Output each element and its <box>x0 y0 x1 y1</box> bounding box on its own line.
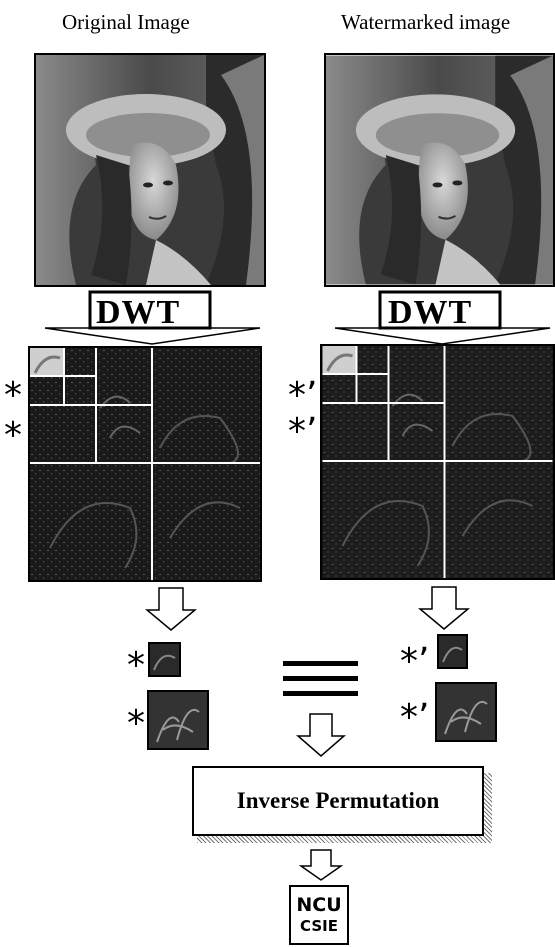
dwt-decomposition-watermarked <box>320 344 555 580</box>
subband-watermarked-small <box>437 634 468 669</box>
down-arrow-left <box>144 586 198 637</box>
star-prime-subband-1: *’ <box>400 641 430 682</box>
down-arrow-right <box>417 585 471 636</box>
equivalence-line-1 <box>283 661 358 666</box>
dwt-label-right: DWT <box>388 294 473 331</box>
subband-watermarked-large <box>435 682 497 742</box>
watermarked-image <box>324 53 555 287</box>
dwt-decomposition-original <box>28 346 262 582</box>
star-subband-2: * <box>127 703 145 744</box>
down-arrow-bottom <box>298 848 344 887</box>
watermarked-image-title: Watermarked image <box>341 10 511 34</box>
equivalence-line-3 <box>283 691 358 696</box>
star-subband-1: * <box>127 645 145 686</box>
dwt-arrow-left <box>40 290 265 346</box>
star-marker-1: * <box>4 375 22 416</box>
subband-original-small <box>148 642 181 677</box>
star-prime-subband-2: *’ <box>400 697 430 738</box>
star-marker-2: * <box>4 415 22 456</box>
dwt-arrow-right <box>330 290 555 346</box>
star-prime-marker-1: *’ <box>288 375 318 416</box>
logo-line-ncu: NCU <box>296 894 342 916</box>
down-arrow-center <box>295 712 347 763</box>
inverse-permutation-box: Inverse Permutation <box>192 766 484 836</box>
original-image-title: Original Image <box>62 10 190 34</box>
logo-line-csie: CSIE <box>300 917 338 935</box>
star-prime-marker-2: *’ <box>288 411 318 452</box>
dwt-label-left: DWT <box>96 294 181 331</box>
inverse-permutation-label: Inverse Permutation <box>236 788 440 813</box>
equivalence-line-2 <box>283 676 358 681</box>
subband-original-large <box>147 690 209 750</box>
original-image <box>34 53 266 287</box>
ncu-csie-logo: NCU CSIE <box>289 885 349 945</box>
